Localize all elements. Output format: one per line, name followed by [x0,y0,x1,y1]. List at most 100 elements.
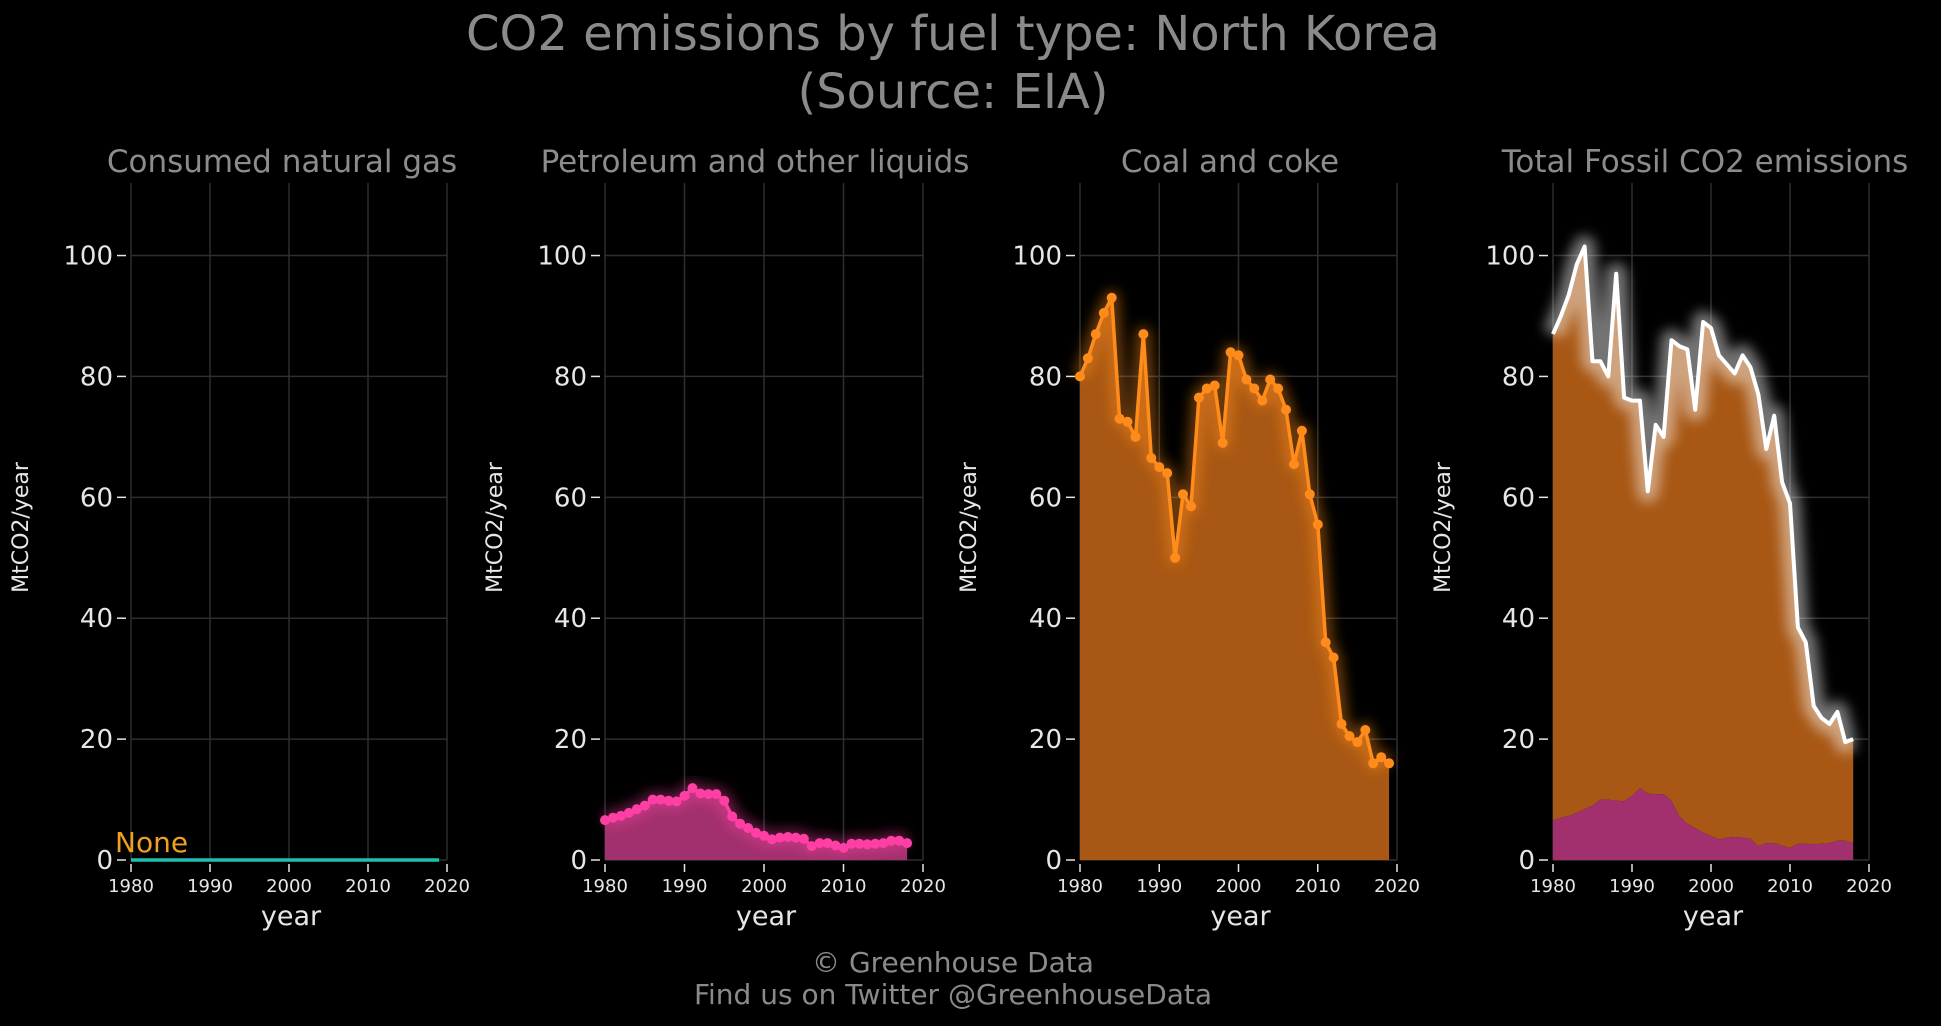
y-tick-label: 80 [554,362,587,392]
y-tick-label: 60 [80,483,113,513]
data-point [727,811,738,822]
data-point [1257,395,1268,406]
x-tick-label: 2010 [1295,876,1341,897]
x-axis-label: year [736,901,797,932]
data-point [639,800,650,811]
x-tick-label: 2020 [1846,876,1892,897]
data-point [878,838,889,849]
panel-title: Consumed natural gas [107,144,457,180]
data-point [615,810,626,821]
data-point [862,839,873,850]
y-tick-label: 0 [1518,846,1535,876]
x-tick-label: 1990 [187,876,233,897]
data-point [1201,383,1212,394]
y-tick-label: 40 [1502,604,1535,634]
data-point [1384,758,1395,769]
data-point [1193,392,1204,403]
data-point [1304,489,1315,500]
data-point [1368,758,1379,769]
data-point [1154,462,1165,473]
x-tick-label: 2020 [900,876,946,897]
data-point [671,796,682,807]
coal-stacked-area [1553,246,1854,848]
series-area [1080,297,1390,860]
data-point [1186,501,1196,512]
data-point [1344,731,1355,742]
chart-panel-4: Total Fossil CO2 emissions 0 20 40 60 80 100 19… [1431,144,1908,932]
data-point [655,794,666,805]
y-tick-label: 60 [554,483,587,513]
data-point [711,789,722,800]
data-point [1233,350,1244,361]
data-point [751,827,761,838]
data-point [703,789,714,800]
data-point [1162,468,1173,479]
chart-panel-1: Consumed natural gas 0 20 40 60 80 100 1980 1990… [9,144,470,932]
data-point [798,833,809,844]
y-tick-label: 100 [537,242,587,272]
x-tick-label: 2000 [1216,876,1262,897]
y-tick-label: 40 [1029,604,1062,634]
chart-panel-3: Coal and coke 0 20 40 60 80 100 1980 1990 2000 201… [957,144,1420,932]
data-point [1130,431,1141,442]
x-tick-label: 2010 [821,876,867,897]
x-axis-label: year [1210,901,1271,932]
data-point [1217,437,1228,448]
data-point [1209,380,1220,391]
x-tick-label: 2000 [1688,876,1734,897]
y-tick-label: 0 [96,846,113,876]
data-point [1178,489,1188,500]
x-tick-label: 1980 [582,876,628,897]
x-axis-label: year [1683,901,1744,932]
y-axis-label: MtCO2/year [1431,461,1456,593]
y-tick-label: 20 [80,725,113,755]
data-point [647,794,658,805]
chart-title: CO2 emissions by fuel type: North Korea [466,6,1440,62]
data-point [790,832,801,843]
data-point [1249,383,1260,394]
data-point [1289,459,1299,470]
data-point [759,830,769,841]
y-tick-label: 0 [570,846,587,876]
panel-title: Total Fossil CO2 emissions [1501,144,1909,180]
y-tick-label: 40 [80,604,113,634]
data-point [1328,652,1339,663]
data-point [870,838,881,849]
data-point [1122,416,1133,427]
y-axis-label: MtCO2/year [957,461,982,593]
x-tick-label: 1990 [1609,876,1655,897]
data-point [1296,425,1307,436]
data-point [822,838,833,849]
y-tick-label: 20 [554,725,587,755]
y-tick-label: 20 [1502,725,1535,755]
data-point [806,841,817,852]
data-point [608,812,618,823]
data-point [1138,329,1149,340]
y-tick-label: 80 [80,362,113,392]
data-point [1312,519,1323,530]
petroleum-stacked-area [1553,788,1854,860]
y-axis-label: MtCO2/year [9,461,34,593]
data-point [719,795,730,806]
y-tick-label: 0 [1045,846,1062,876]
x-tick-label: 2020 [424,876,470,897]
y-tick-label: 60 [1029,483,1062,513]
data-point [687,783,698,794]
data-point [1241,374,1252,385]
data-point [1170,552,1181,563]
y-tick-label: 20 [1029,725,1062,755]
series-line [1551,244,1854,745]
x-tick-label: 2010 [345,876,391,897]
copyright-footer: © Greenhouse Data [812,946,1094,979]
data-point [631,804,642,815]
x-tick-label: 1980 [1530,876,1576,897]
data-point [886,835,897,846]
data-point [679,790,690,801]
data-point [1075,371,1085,382]
y-tick-label: 100 [1485,242,1535,272]
y-tick-label: 80 [1502,362,1535,392]
x-tick-label: 1990 [1136,876,1182,897]
x-tick-label: 1980 [108,876,154,897]
